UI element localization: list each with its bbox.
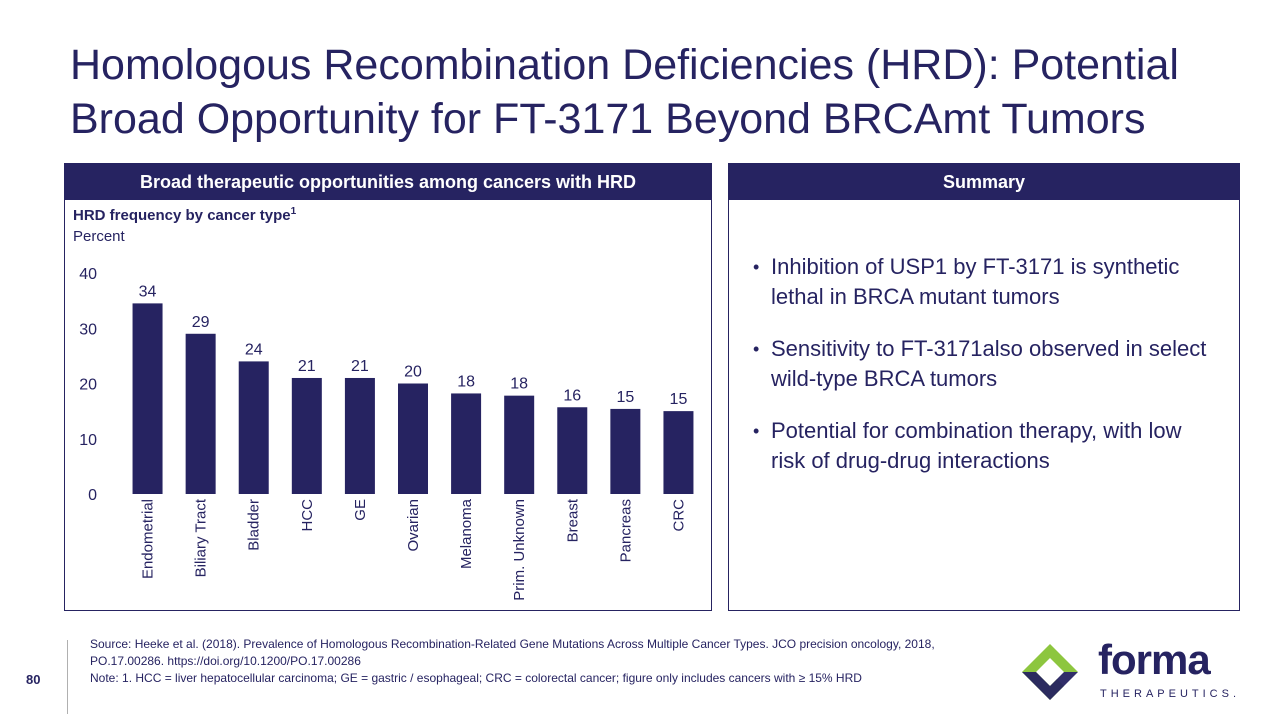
chart-panel: Broad therapeutic opportunities among ca… (64, 163, 712, 611)
data-label: 15 (670, 391, 688, 408)
y-tick-label: 40 (79, 266, 97, 283)
title-line-1: Homologous Recombination Deficiencies (H… (70, 41, 1179, 89)
bar (557, 407, 588, 494)
footnotes: Source: Heeke et al. (2018). Prevalence … (90, 636, 990, 687)
x-category-label: Ovarian (405, 499, 422, 552)
x-category-label: Endometrial (140, 499, 157, 579)
bar (504, 395, 535, 494)
page-title: Homologous Recombination Deficiencies (H… (70, 38, 1230, 146)
bar (132, 303, 163, 494)
summary-panel-header: Summary (729, 164, 1239, 200)
data-label: 15 (616, 389, 634, 406)
x-category-label: HCC (299, 499, 316, 532)
x-category-label: Bladder (246, 499, 263, 551)
chart-title: HRD frequency by cancer type1 (73, 206, 296, 224)
data-label: 16 (563, 387, 581, 404)
x-category-label: Melanoma (458, 498, 475, 569)
page-number: 80 (26, 672, 41, 687)
bar (344, 377, 375, 494)
summary-bullet: Sensitivity to FT-3171also observed in s… (751, 334, 1221, 394)
summary-panel: Summary Inhibition of USP1 by FT-3171 is… (728, 163, 1240, 611)
chart-panel-header: Broad therapeutic opportunities among ca… (65, 164, 711, 200)
x-category-label: Biliary Tract (193, 498, 210, 577)
chart-title-superscript: 1 (290, 206, 297, 217)
logo-wordmark: forma (1098, 636, 1211, 683)
company-logo: forma THERAPEUTICS. (1010, 636, 1241, 712)
data-label: 24 (245, 341, 263, 358)
data-label: 20 (404, 364, 422, 381)
y-tick-label: 0 (88, 487, 97, 504)
bar (398, 383, 428, 494)
bar (185, 333, 216, 494)
forma-logo-icon (1022, 644, 1078, 700)
bar (451, 393, 482, 494)
summary-bullet: Potential for combination therapy, with … (751, 416, 1221, 476)
bar-chart: 0 10 20 30 40 34 Endometrial 29 Biliary Tract 24 B… (79, 266, 694, 601)
bar (238, 361, 269, 494)
y-tick-label: 20 (79, 377, 97, 394)
x-category-label: GE (352, 499, 369, 521)
y-tick-label: 10 (79, 432, 97, 449)
data-label: 18 (510, 376, 528, 393)
title-line-2: Broad Opportunity for FT-3171 Beyond BRC… (70, 95, 1146, 143)
data-label: 21 (351, 358, 369, 375)
data-label: 21 (298, 358, 316, 375)
abbreviation-note: Note: 1. HCC = liver hepatocellular carc… (90, 671, 862, 685)
summary-list: Inhibition of USP1 by FT-3171 is synthet… (751, 252, 1221, 498)
bar (291, 377, 322, 494)
chart-subtitle: Percent (73, 228, 125, 245)
x-category-label: CRC (670, 499, 687, 532)
x-category-label: Pancreas (617, 499, 634, 562)
x-category-label: Prim. Unknown (511, 499, 528, 601)
x-category-label: Breast (564, 498, 581, 542)
bar (610, 408, 641, 494)
data-label: 29 (192, 314, 210, 331)
y-tick-label: 30 (79, 321, 97, 338)
data-label: 34 (139, 283, 157, 300)
chart-title-text: HRD frequency by cancer type (73, 207, 291, 224)
summary-bullet: Inhibition of USP1 by FT-3171 is synthet… (751, 252, 1221, 312)
logo-subtitle: THERAPEUTICS. (1100, 688, 1241, 700)
bar (663, 411, 694, 494)
data-label: 18 (457, 373, 475, 390)
source-note: Source: Heeke et al. (2018). Prevalence … (90, 637, 935, 668)
footer-divider (67, 640, 68, 714)
